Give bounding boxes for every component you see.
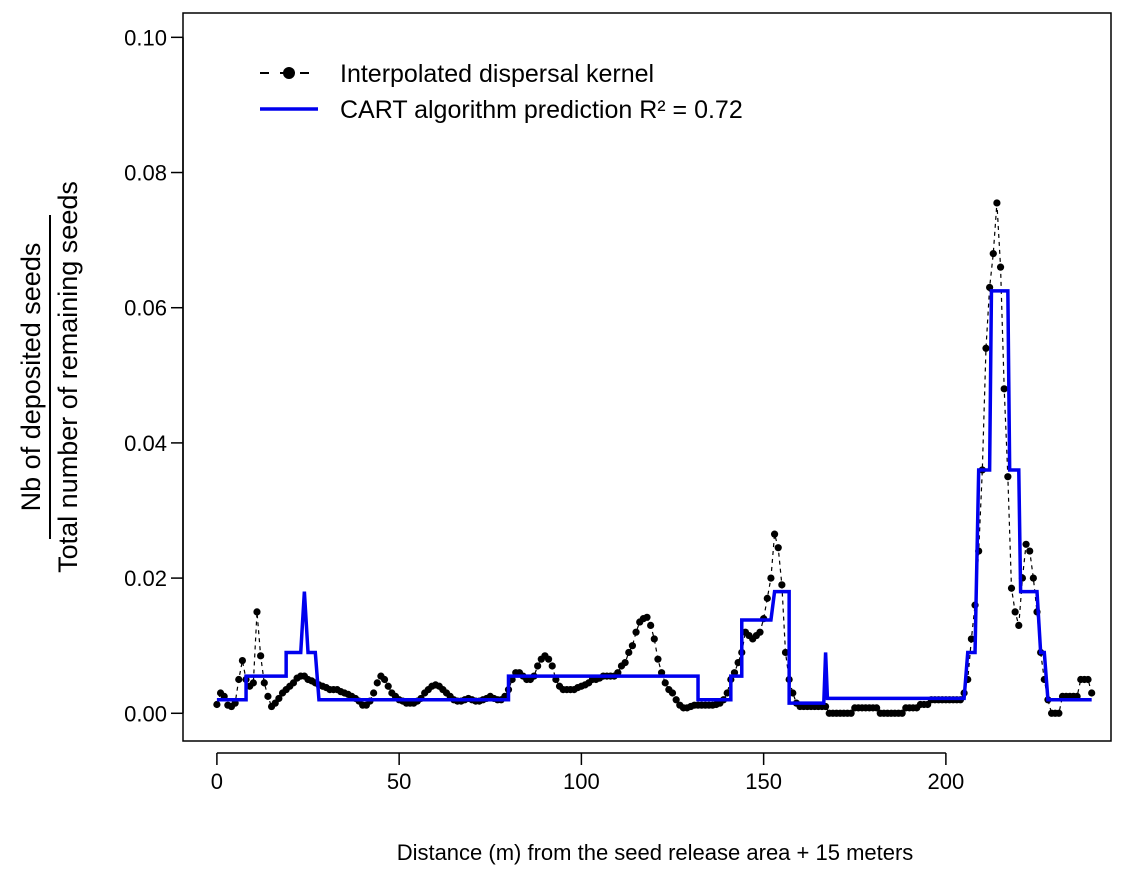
kernel-point bbox=[1029, 574, 1037, 582]
legend-item: CART algorithm prediction R² = 0.72 bbox=[260, 96, 743, 124]
kernel-point bbox=[260, 679, 268, 687]
cart-line bbox=[216, 289, 1092, 705]
x-tick-label: 200 bbox=[928, 769, 965, 794]
kernel-point bbox=[789, 689, 797, 697]
kernel-point bbox=[767, 574, 775, 582]
kernel-point bbox=[770, 530, 779, 538]
y-tick-label: 0.10 bbox=[124, 25, 167, 50]
kernel-point bbox=[264, 692, 272, 700]
kernel-point bbox=[625, 648, 633, 657]
kernel-point bbox=[763, 594, 771, 602]
kernel-point bbox=[723, 689, 731, 697]
x-tick-label: 50 bbox=[387, 769, 411, 794]
kernel-point bbox=[238, 656, 247, 665]
kernel-point bbox=[249, 679, 257, 687]
kernel-point bbox=[544, 655, 553, 663]
y-tick-label: 0.08 bbox=[124, 161, 167, 186]
kernel-point bbox=[993, 199, 1001, 207]
legend-item: Interpolated dispersal kernel bbox=[260, 60, 654, 88]
kernel-point bbox=[1055, 709, 1063, 717]
kernel-point bbox=[734, 658, 742, 667]
kernel-point bbox=[213, 700, 221, 709]
kernel-point bbox=[654, 655, 662, 663]
x-tick-label: 150 bbox=[745, 769, 782, 794]
kernel-point bbox=[621, 658, 629, 667]
y-tick-label: 0.00 bbox=[124, 701, 167, 726]
y-label-denominator: Total number of remaining seeds bbox=[53, 181, 83, 573]
kernel-point bbox=[1015, 621, 1023, 630]
x-tick-label: 0 bbox=[211, 769, 223, 794]
legend-label: CART algorithm prediction R² = 0.72 bbox=[340, 96, 743, 124]
legend-swatch-point bbox=[283, 67, 295, 79]
y-axis-label: Nb of deposited seeds Total number of re… bbox=[16, 181, 83, 573]
kernel-point bbox=[632, 628, 640, 636]
kernel-point bbox=[781, 648, 790, 657]
kernel-point bbox=[996, 263, 1005, 271]
kernel-point bbox=[380, 675, 389, 684]
kernel-point bbox=[1004, 473, 1012, 481]
kernel-point bbox=[534, 662, 542, 670]
kernel-point bbox=[873, 704, 881, 712]
legend-label: Interpolated dispersal kernel bbox=[340, 60, 654, 88]
kernel-point bbox=[756, 628, 764, 636]
kernel-point bbox=[643, 613, 651, 621]
y-tick-label: 0.02 bbox=[124, 566, 167, 591]
kernel-point bbox=[1088, 689, 1096, 697]
kernel-point bbox=[668, 689, 677, 697]
kernel-point bbox=[253, 608, 261, 616]
kernel-point bbox=[1000, 385, 1008, 393]
kernel-point bbox=[778, 581, 786, 589]
kernel-point bbox=[774, 544, 782, 552]
kernel-point bbox=[235, 675, 243, 684]
y-label-numerator: Nb of deposited seeds bbox=[16, 243, 46, 512]
kernel-point bbox=[1026, 547, 1034, 555]
kernel-point bbox=[1022, 540, 1030, 548]
kernel-point bbox=[982, 344, 990, 352]
kernel-point bbox=[1011, 608, 1019, 616]
kernel-point bbox=[647, 621, 655, 630]
kernel-point bbox=[661, 679, 669, 687]
kernel-point bbox=[1084, 675, 1092, 684]
kernel-point bbox=[373, 679, 381, 687]
kernel-point bbox=[628, 642, 637, 650]
kernel-point bbox=[989, 250, 997, 258]
x-tick-label: 100 bbox=[563, 769, 600, 794]
kernel-point bbox=[384, 682, 392, 690]
kernel-point bbox=[548, 662, 556, 670]
kernel-point bbox=[967, 635, 975, 643]
kernel-point bbox=[257, 652, 265, 660]
kernel-point bbox=[1007, 584, 1016, 592]
kernel-point bbox=[847, 709, 855, 717]
kernel-point bbox=[898, 709, 906, 717]
kernel-point bbox=[672, 696, 680, 704]
x-axis-label: Distance (m) from the seed release area … bbox=[397, 840, 914, 865]
kernel-point bbox=[650, 635, 658, 643]
kernel-point bbox=[275, 694, 283, 703]
y-tick-label: 0.06 bbox=[124, 296, 167, 321]
y-tick-label: 0.04 bbox=[124, 431, 167, 456]
kernel-point bbox=[370, 689, 378, 697]
